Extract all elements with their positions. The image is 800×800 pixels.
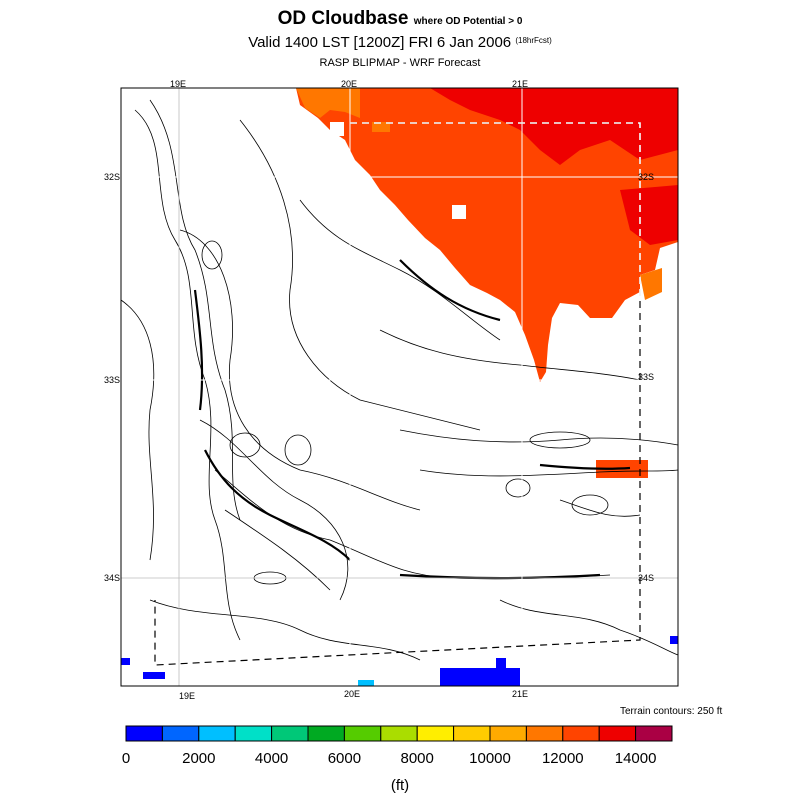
colorbar-tick-label: 8000 [400, 750, 434, 767]
cloudbase-field-high [296, 88, 678, 478]
colorbar-tick-label: 14000 [614, 750, 657, 767]
terrain-contour-note: Terrain contours: 250 ft [620, 706, 723, 717]
colorbar-units: (ft) [390, 777, 410, 794]
cloudbase-field-low [121, 636, 678, 686]
colorbar-tick-label: 12000 [541, 750, 584, 767]
lat-label-right: 33S [638, 372, 655, 382]
inner-domain-boundary-white [350, 122, 641, 300]
lat-label-left: 34S [104, 573, 121, 583]
lon-label-top: 21E [512, 79, 529, 89]
colorbar-tick-label: 10000 [469, 750, 511, 767]
colorbar-swatch [234, 725, 273, 742]
lon-label-top: 20E [341, 79, 358, 89]
colorbar-swatch [598, 725, 637, 742]
colorbar-tick-label: 0 [121, 750, 131, 767]
colorbar-swatch [343, 725, 382, 742]
colorbar-swatch [161, 725, 200, 742]
title-qualifier: where OD Potential > 0 [413, 16, 523, 27]
colorbar-swatch [416, 725, 455, 742]
lat-label-right: 32S [638, 172, 655, 182]
source-line: RASP BLIPMAP - WRF Forecast [319, 57, 481, 69]
forecast-hours: (18hrFcst) [515, 36, 552, 45]
colorbar-swatch [562, 725, 600, 742]
colorbar [125, 725, 673, 742]
map-title: OD Cloudbase where OD Potential > 0 [0, 8, 800, 30]
colorbar-swatch [380, 725, 418, 742]
colorbar-tick-label: 6000 [327, 750, 362, 767]
colorbar-swatch [198, 725, 236, 742]
lat-label-left: 33S [104, 375, 121, 385]
colorbar-swatch [525, 725, 564, 742]
valid-time: Valid 1400 LST [1200Z] FRI 6 Jan 2006 [248, 34, 512, 51]
colorbar-swatch [635, 725, 673, 742]
colorbar-swatch [307, 725, 345, 742]
title-main: OD Cloudbase [277, 8, 409, 29]
colorbar-swatch [453, 725, 491, 742]
colorbar-swatch [271, 725, 309, 742]
lon-label-top: 19E [170, 79, 187, 89]
lon-label-bottom: 21E [512, 689, 529, 699]
colorbar-tick-label: 2000 [182, 750, 216, 767]
lat-label-right: 34S [638, 573, 655, 583]
terrain-contours-bold [193, 259, 631, 580]
valid-time-line: Valid 1400 LST [1200Z] FRI 6 Jan 2006 (1… [0, 34, 800, 51]
lon-label-bottom: 19E [179, 691, 196, 701]
lat-label-left: 32S [104, 172, 121, 182]
colorbar-tick-label: 4000 [254, 750, 289, 767]
lon-label-bottom: 20E [344, 689, 361, 699]
graticule [121, 88, 678, 686]
graticule-grey [121, 88, 678, 686]
colorbar-swatch [489, 725, 527, 742]
map-frame [120, 87, 679, 687]
colorbar-swatch [125, 725, 163, 742]
